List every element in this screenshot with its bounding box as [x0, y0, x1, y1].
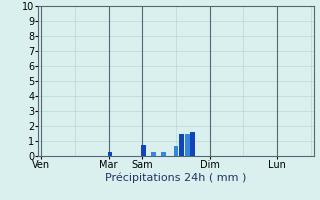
Bar — [179, 134, 184, 156]
X-axis label: Précipitations 24h ( mm ): Précipitations 24h ( mm ) — [105, 173, 247, 183]
Bar — [161, 152, 166, 156]
Bar — [185, 134, 190, 156]
Bar — [141, 145, 146, 156]
Bar — [173, 146, 179, 156]
Bar — [151, 152, 156, 156]
Bar — [108, 152, 112, 156]
Bar — [190, 132, 195, 156]
